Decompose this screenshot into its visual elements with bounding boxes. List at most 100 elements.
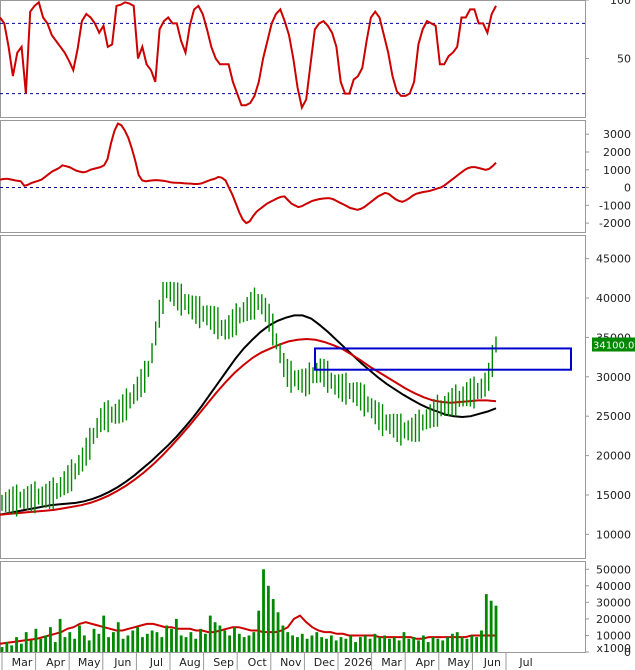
volume-bar: [0, 647, 4, 652]
volume-bar: [378, 637, 382, 652]
price-label-text: 34100.00: [593, 341, 635, 352]
x-tick-label: Jul: [149, 656, 163, 669]
volume-bar: [305, 638, 309, 652]
volume-bar: [242, 637, 246, 652]
volume-bar: [436, 638, 440, 652]
volume-bar: [121, 638, 125, 652]
volume-bar: [189, 632, 193, 652]
y-tick-label: 1000: [603, 164, 631, 177]
y-tick-label: 10000: [596, 629, 631, 642]
volume-bar: [407, 638, 411, 652]
volume-bar: [480, 630, 483, 652]
volume-bar: [126, 635, 130, 652]
volume-bar: [383, 635, 387, 652]
y-tick-label: 15000: [596, 489, 631, 502]
volume-bar: [460, 637, 464, 652]
x-tick-label: Jul: [518, 656, 532, 669]
volume-bar: [281, 625, 285, 652]
volume-bar: [349, 635, 353, 652]
volume-bar: [179, 635, 183, 652]
volume-bar: [102, 615, 106, 652]
volume-bar: [63, 637, 67, 652]
volume-bar: [296, 637, 299, 652]
series-line-0-0: [0, 0, 497, 111]
price-label: 34100.00: [592, 337, 635, 352]
y-tick-label: 40000: [596, 580, 631, 593]
y-tick-label: 0: [624, 182, 631, 195]
volume-bar: [204, 633, 207, 652]
volume-bar: [213, 622, 217, 652]
volume-bar: [451, 633, 454, 652]
volume-bar: [475, 637, 479, 652]
volume-bar: [431, 637, 435, 652]
volume-bar: [441, 640, 445, 652]
volume-bar: [344, 638, 348, 652]
panel-frame-1: [0, 120, 586, 233]
panel-frame-3: [0, 561, 586, 653]
volume-bar: [300, 633, 304, 652]
volume-bar: [39, 638, 43, 652]
volume-bar: [24, 632, 28, 652]
volume-bar: [334, 640, 338, 652]
y-tick-label: 3000: [603, 128, 631, 141]
y-tick-label: -2000: [599, 217, 631, 230]
volume-bar: [199, 628, 202, 652]
x-tick-label: Apr: [46, 656, 66, 669]
volume-bar: [465, 638, 469, 652]
volume-bar: [194, 638, 198, 652]
series-layer: [0, 0, 497, 645]
x-axis: Mar Apr May Jun Jul Aug Sep Oct Nov Dec 2026 Mar Apr…: [1, 652, 533, 670]
volume-bar: [489, 600, 493, 652]
panel-frame-2: [0, 235, 586, 559]
x-tick-label: Mar: [12, 656, 33, 669]
volume-bar: [34, 628, 38, 652]
volume-bars: [0, 569, 498, 652]
volume-bar: [320, 637, 324, 652]
x-tick-label: Dec: [314, 656, 335, 669]
volume-bar: [170, 628, 173, 652]
volume-bar: [276, 612, 280, 652]
volume-bar: [368, 638, 372, 652]
y-tick-label: 20000: [596, 450, 631, 463]
volume-bar: [373, 633, 377, 652]
y-tick-label: 2000: [603, 146, 631, 159]
volume-bar: [218, 625, 222, 652]
y-tick-label: 45000: [596, 253, 631, 266]
x-tick-label: Sep: [213, 656, 234, 669]
volume-bar: [412, 637, 416, 652]
panel-frames: [0, 0, 586, 653]
volume-bar: [223, 630, 227, 652]
axis-ticks: 100503000200010000-1000-2000450004000035…: [585, 0, 631, 659]
volume-bar: [10, 645, 14, 652]
price-candles: [1, 281, 497, 517]
volume-bar: [315, 632, 319, 652]
reference-lines: [0, 22, 585, 189]
volume-bar: [237, 633, 241, 652]
y-tick-label: 10000: [596, 528, 631, 541]
volume-bar: [78, 625, 81, 652]
x-tick-label: May: [447, 656, 470, 669]
volume-bar: [155, 632, 159, 652]
y-tick-label: 30000: [596, 371, 631, 384]
volume-bar: [87, 640, 91, 652]
volume-bar: [286, 632, 290, 652]
volume-bar: [470, 635, 474, 652]
volume-bar: [15, 637, 18, 652]
volume-bar: [49, 627, 52, 652]
volume-bar: [363, 635, 367, 652]
volume-bar: [494, 605, 498, 652]
volume-bar: [446, 637, 449, 652]
volume-bar: [262, 569, 265, 652]
x-tick-label: Apr: [416, 656, 436, 669]
y-tick-label: 100: [610, 0, 631, 7]
volume-bar: [116, 622, 120, 652]
volume-bar: [82, 635, 86, 652]
volume-bar: [107, 637, 110, 652]
series-line-2-2: [0, 337, 497, 516]
volume-bar: [184, 637, 188, 652]
volume-bar: [329, 635, 333, 652]
y-tick-label: 50: [617, 53, 631, 66]
volume-bar: [58, 618, 62, 652]
volume-bar: [392, 637, 396, 652]
